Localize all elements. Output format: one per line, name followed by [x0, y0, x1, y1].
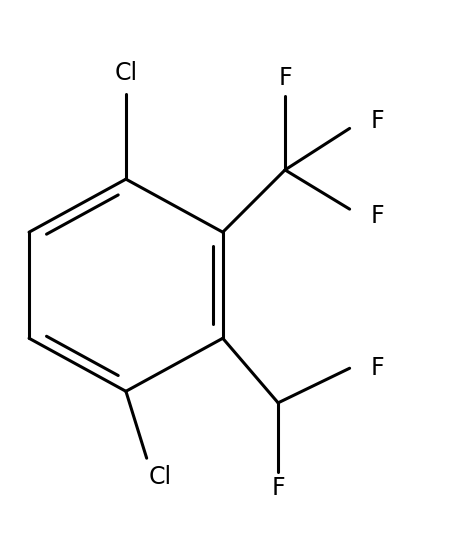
Text: F: F: [369, 204, 383, 228]
Text: Cl: Cl: [114, 61, 137, 85]
Text: F: F: [278, 66, 291, 89]
Text: F: F: [369, 109, 383, 134]
Text: F: F: [369, 356, 383, 380]
Text: F: F: [271, 476, 284, 500]
Text: Cl: Cl: [149, 465, 172, 489]
